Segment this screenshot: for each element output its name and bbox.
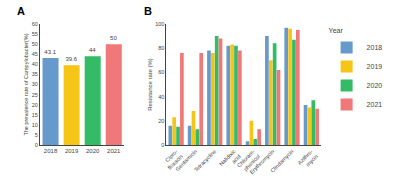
svg-text:2018: 2018: [44, 148, 58, 154]
svg-text:20: 20: [32, 102, 38, 108]
svg-text:2021: 2021: [367, 101, 383, 108]
svg-text:2018: 2018: [367, 44, 383, 51]
svg-text:45: 45: [32, 51, 38, 57]
svg-text:0: 0: [35, 142, 38, 148]
svg-text:10: 10: [32, 122, 38, 128]
svg-text:The prevalence rate of Campylo: The prevalence rate of Campylobacter(%): [23, 33, 29, 135]
svg-text:Tetracycline: Tetracycline: [193, 148, 218, 173]
svg-text:A: A: [17, 5, 25, 17]
svg-text:Nalidixicacid: Nalidixicacid: [218, 148, 242, 172]
svg-text:2020: 2020: [86, 148, 100, 154]
svg-text:40: 40: [32, 61, 38, 67]
svg-text:Year: Year: [329, 27, 344, 34]
svg-text:35: 35: [32, 71, 38, 77]
svg-text:20: 20: [158, 118, 164, 124]
svg-text:100: 100: [155, 21, 164, 27]
svg-text:60: 60: [32, 21, 38, 27]
svg-text:2019: 2019: [65, 148, 79, 154]
svg-text:0: 0: [161, 142, 164, 148]
svg-text:Gentamicin: Gentamicin: [174, 148, 198, 172]
svg-text:60: 60: [158, 69, 164, 75]
svg-text:39.6: 39.6: [65, 56, 77, 62]
svg-text:50: 50: [110, 35, 117, 41]
svg-text:Cipro-floxacin: Cipro-floxacin: [161, 148, 184, 171]
svg-text:Clindamycin: Clindamycin: [269, 148, 294, 173]
svg-text:2021: 2021: [107, 148, 121, 154]
svg-text:80: 80: [158, 45, 164, 51]
svg-text:Azithro-mycin: Azithro-mycin: [296, 148, 319, 171]
svg-text:2020: 2020: [367, 82, 383, 89]
svg-text:Resistance rate (%): Resistance rate (%): [147, 58, 153, 111]
svg-text:44: 44: [89, 47, 96, 53]
svg-text:2019: 2019: [367, 63, 383, 70]
svg-text:15: 15: [32, 112, 38, 118]
svg-text:40: 40: [158, 94, 164, 100]
svg-text:30: 30: [32, 81, 38, 87]
svg-text:25: 25: [32, 92, 38, 98]
svg-text:B: B: [144, 5, 152, 17]
svg-text:Chloram-phenicol: Chloram-phenicol: [236, 148, 261, 173]
svg-text:43.1: 43.1: [44, 49, 56, 55]
svg-text:55: 55: [32, 31, 38, 37]
svg-text:50: 50: [32, 41, 38, 47]
svg-text:Erythromycin: Erythromycin: [248, 148, 275, 175]
svg-text:5: 5: [35, 132, 38, 138]
